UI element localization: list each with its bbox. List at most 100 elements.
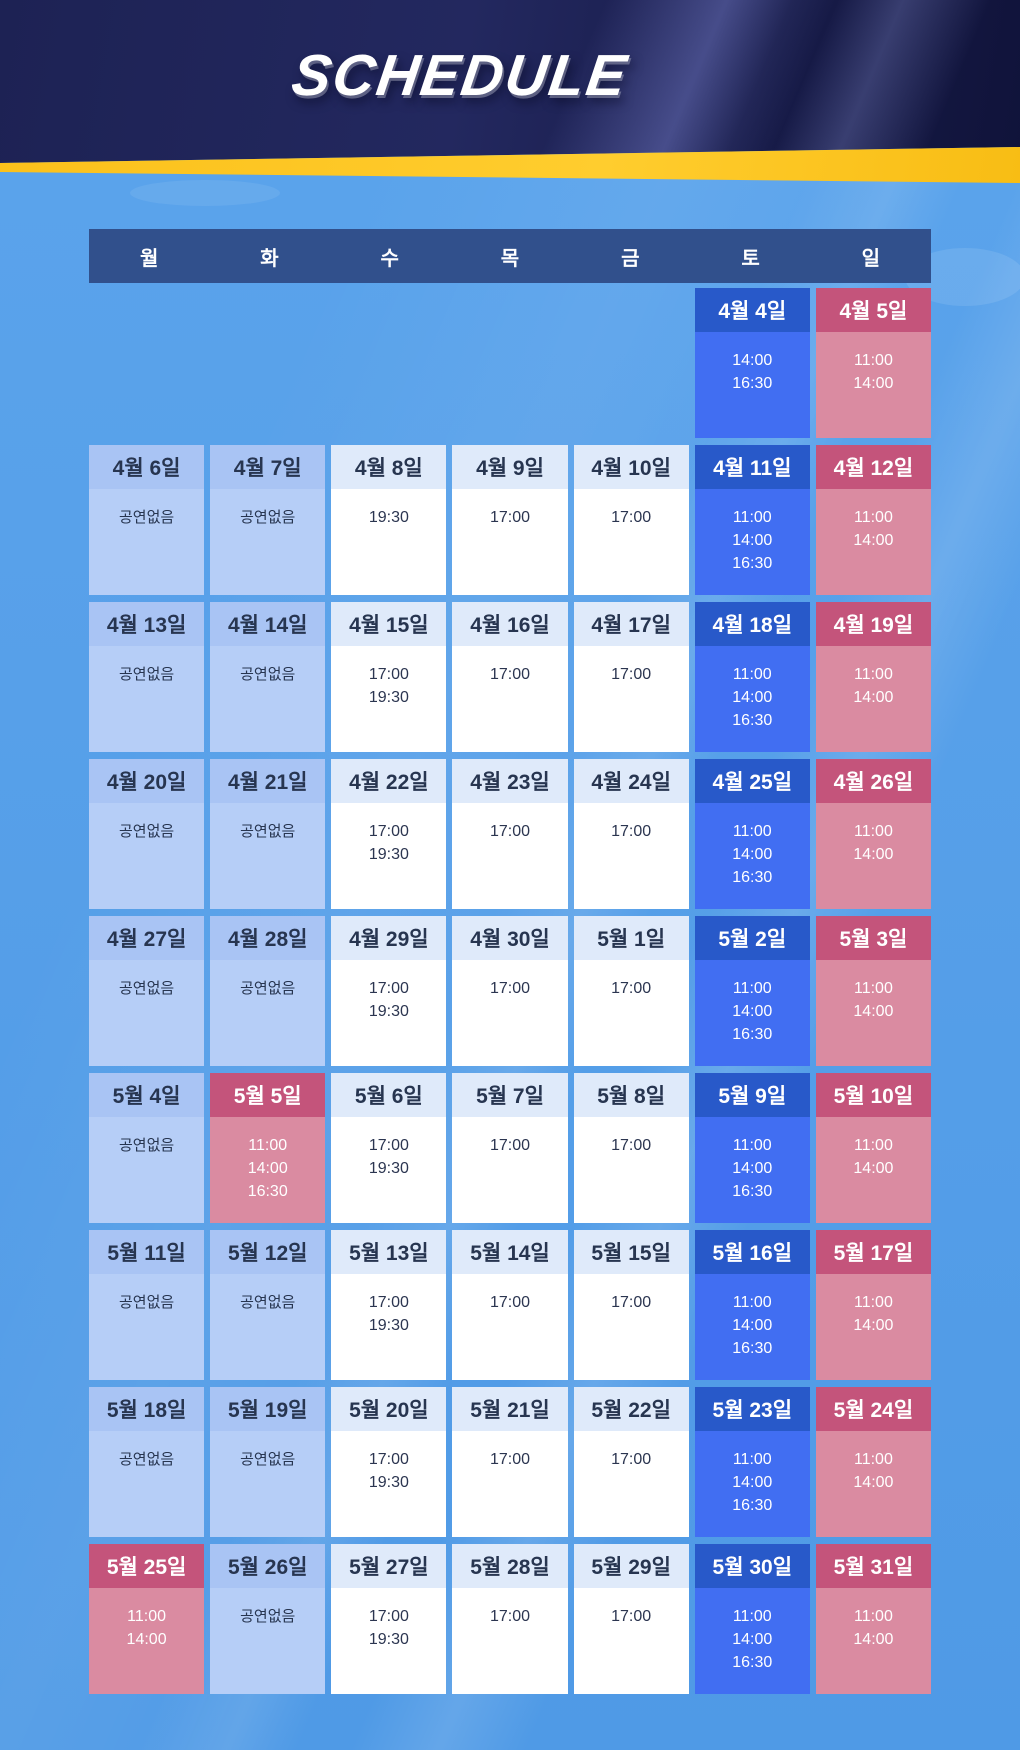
calendar-cell: 5월 9일 11:00 14:00 16:30	[694, 1073, 810, 1223]
calendar-cell: 5월 4일 공연없음	[89, 1073, 205, 1223]
no-show-label: 공연없음	[240, 1608, 296, 1625]
cell-date: 5월 29일	[573, 1544, 689, 1588]
showtime: 16:30	[732, 1026, 773, 1043]
cell-times: 11:00 14:00	[815, 803, 931, 909]
cell-date: 4월 8일	[331, 445, 447, 489]
showtime: 17:00	[489, 980, 531, 997]
weekday-label: 금	[621, 247, 640, 270]
cell-date: 5월 20일	[331, 1387, 447, 1431]
cell-times: 17:00 19:30	[331, 646, 447, 752]
calendar-cell: 5월 20일 17:00 19:30	[331, 1387, 447, 1537]
cell-date: 5월 25일	[89, 1544, 205, 1588]
cell-date: 5월 27일	[331, 1544, 447, 1588]
cell-date: 4월 13일	[89, 602, 205, 646]
cell-date: 5월 3일	[815, 916, 931, 960]
cell-date: 4월 7일	[210, 445, 326, 489]
showtime: 17:00	[368, 666, 409, 683]
no-show-label: 공연없음	[240, 1294, 296, 1311]
cell-date: 4월 21일	[210, 759, 326, 803]
cell-times: 11:00 14:00 16:30	[694, 960, 810, 1066]
cell-times: 17:00 19:30	[331, 1117, 447, 1223]
cell-times: 17:00	[452, 1431, 568, 1537]
cell-times: 11:00 14:00 16:30	[694, 646, 810, 752]
showtime: 14:00	[732, 1317, 773, 1334]
calendar-cell: 4월 15일 17:00 19:30	[331, 602, 447, 752]
calendar-cell: 4월 20일 공연없음	[89, 759, 205, 909]
cell-date: 4월 20일	[89, 759, 205, 803]
cell-times: 공연없음	[210, 960, 326, 1066]
showtime: 17:00	[611, 1294, 652, 1311]
showtime: 16:30	[732, 1183, 773, 1200]
calendar-cell: 5월 23일 11:00 14:00 16:30	[694, 1387, 810, 1537]
showtime: 11:00	[248, 1137, 288, 1154]
calendar-cell: 5월 19일 공연없음	[210, 1387, 326, 1537]
showtime: 14:00	[853, 846, 894, 863]
showtime: 14:00	[732, 1631, 773, 1648]
calendar-cell: 5월 11일 공연없음	[89, 1230, 205, 1380]
empty-cell	[452, 288, 567, 438]
cell-times: 17:00 19:30	[331, 960, 447, 1066]
cell-times: 공연없음	[89, 1431, 205, 1537]
cell-times: 11:00 14:00 16:30	[694, 1274, 810, 1380]
cell-date: 4월 17일	[573, 602, 689, 646]
showtime: 14:00	[732, 846, 773, 863]
calendar-cell: 5월 26일 공연없음	[210, 1544, 326, 1694]
showtime: 16:30	[732, 1497, 773, 1514]
cell-times: 11:00 14:00	[815, 1588, 931, 1694]
no-show-label: 공연없음	[118, 509, 175, 526]
calendar-cell: 5월 31일 11:00 14:00	[815, 1544, 931, 1694]
showtime: 19:30	[368, 846, 409, 863]
cell-times: 11:00 14:00	[815, 489, 931, 595]
calendar-week-row: 4월 20일 공연없음 4월 21일 공연없음 4월 22일 17:00 19:30 4월 2…	[89, 759, 931, 909]
cell-times: 공연없음	[89, 646, 205, 752]
calendar-cell: 4월 14일 공연없음	[210, 602, 326, 752]
showtime: 16:30	[732, 1654, 773, 1671]
calendar-cell: 4월 7일 공연없음	[210, 445, 326, 595]
cell-times: 11:00 14:00	[815, 1274, 931, 1380]
calendar-cell: 5월 6일 17:00 19:30	[331, 1073, 447, 1223]
showtime: 17:00	[368, 1451, 409, 1468]
cell-date: 5월 1일	[573, 916, 689, 960]
cell-times: 11:00 14:00 16:30	[694, 1431, 810, 1537]
cell-date: 5월 14일	[452, 1230, 568, 1274]
no-show-label: 공연없음	[240, 1451, 296, 1468]
cell-date: 4월 28일	[210, 916, 326, 960]
cell-times: 17:00	[452, 489, 568, 595]
cell-times: 17:00	[573, 1274, 689, 1380]
showtime: 19:30	[368, 689, 409, 706]
cell-date: 4월 11일	[694, 445, 810, 489]
calendar-week-row: 5월 18일 공연없음 5월 19일 공연없음 5월 20일 17:00 19:30 5월 2…	[89, 1387, 931, 1537]
calendar-cell: 5월 10일 11:00 14:00	[815, 1073, 931, 1223]
cell-times: 공연없음	[89, 1117, 205, 1223]
cell-times: 17:00	[452, 1274, 568, 1380]
cell-date: 4월 23일	[452, 759, 568, 803]
calendar-cell: 5월 12일 공연없음	[210, 1230, 326, 1380]
cell-date: 4월 22일	[331, 759, 447, 803]
cell-date: 5월 28일	[452, 1544, 568, 1588]
calendar-cell: 4월 6일 공연없음	[89, 445, 205, 595]
cell-times: 17:00	[573, 1117, 689, 1223]
calendar-cell: 4월 17일 17:00	[573, 602, 689, 752]
cell-times: 11:00 14:00 16:30	[694, 803, 810, 909]
cell-date: 5월 17일	[815, 1230, 931, 1274]
calendar-cell: 5월 29일 17:00	[573, 1544, 689, 1694]
showtime: 14:00	[732, 532, 773, 549]
showtime: 14:00	[853, 532, 894, 549]
calendar-cell: 4월 27일 공연없음	[89, 916, 205, 1066]
cell-date: 5월 8일	[573, 1073, 689, 1117]
cell-date: 4월 14일	[210, 602, 326, 646]
showtime: 16:30	[732, 555, 773, 572]
showtime: 11:00	[732, 666, 772, 683]
calendar-cell: 4월 9일 17:00	[452, 445, 568, 595]
showtime: 11:00	[732, 1137, 772, 1154]
cell-date: 4월 30일	[452, 916, 568, 960]
calendar-cell: 5월 16일 11:00 14:00 16:30	[694, 1230, 810, 1380]
showtime: 11:00	[732, 1294, 772, 1311]
cell-date: 4월 29일	[331, 916, 447, 960]
cell-date: 5월 23일	[694, 1387, 810, 1431]
calendar-cell: 4월 13일 공연없음	[89, 602, 205, 752]
cell-date: 4월 26일	[815, 759, 931, 803]
cell-times: 19:30	[331, 489, 447, 595]
